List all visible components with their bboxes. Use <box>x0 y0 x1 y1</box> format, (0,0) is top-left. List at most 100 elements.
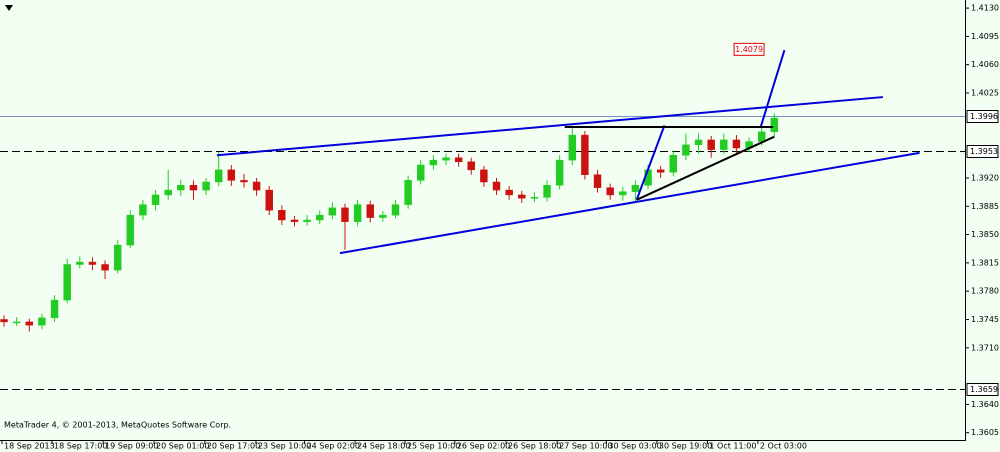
x-tick-label: 18 Sep 2013 <box>4 442 55 451</box>
x-tick-label: 30 Sep 03:00 <box>608 442 661 451</box>
candle-body <box>164 189 172 196</box>
candle-body <box>757 131 766 142</box>
candle-body <box>732 139 741 149</box>
candle-body <box>341 207 349 222</box>
candle-body <box>353 204 362 222</box>
x-tick-label: 27 Sep 10:00 <box>559 442 612 451</box>
x-tick-label: 24 Sep 18:00 <box>357 442 410 451</box>
x-tick-label: 2 Oct 03:00 <box>760 442 807 451</box>
candle-body <box>593 174 602 188</box>
candle-body <box>631 184 640 192</box>
candle-body <box>189 184 198 191</box>
candle-body <box>0 319 8 323</box>
x-tick-label: 19 Sep 09:00 <box>105 442 158 451</box>
candle-body <box>417 164 425 181</box>
trend-line <box>636 135 775 201</box>
candle-body <box>76 261 84 265</box>
y-tick-label: 1.3710 <box>971 343 999 352</box>
candle-body <box>316 214 324 221</box>
y-tick-label: 1.3850 <box>971 230 999 239</box>
candle-body <box>328 207 337 216</box>
candle-body <box>240 180 248 183</box>
menu-icon[interactable] <box>5 5 13 11</box>
x-tick-label: 26 Sep 02:00 <box>457 442 510 451</box>
candle-body <box>555 159 564 186</box>
y-tick-label: 1.3605 <box>971 428 999 437</box>
y-tick-label: 1.3780 <box>971 287 999 296</box>
watermark: MetaTrader 4, © 2001-2013, MetaQuotes So… <box>4 421 231 430</box>
trend-line <box>339 151 920 255</box>
candle-body <box>177 184 185 191</box>
candle-body <box>581 134 589 175</box>
candle-body <box>480 169 488 183</box>
y-tick-label: 1.4025 <box>971 89 999 98</box>
candle-body <box>265 189 273 211</box>
price-box <box>966 383 999 396</box>
candle-body <box>12 321 21 324</box>
candle-body <box>543 184 551 198</box>
candle-body <box>505 189 513 196</box>
candle-body <box>518 194 526 199</box>
y-tick-label: 1.3640 <box>971 400 999 409</box>
x-tick-label: 1 Oct 11:00 <box>709 442 756 451</box>
candle-body <box>467 161 475 171</box>
y-tick-label: 1.4095 <box>971 32 999 41</box>
candle-body <box>290 219 299 222</box>
candle-body <box>404 180 412 205</box>
x-tick-label: 20 Sep 17:00 <box>207 442 260 451</box>
candle-body <box>366 204 374 218</box>
candle-body <box>619 191 627 196</box>
y-tick-label: 1.4130 <box>971 4 999 13</box>
y-tick-label: 1.4060 <box>971 60 999 69</box>
price-label-box <box>733 42 765 56</box>
candle-body <box>656 169 665 173</box>
candle-body <box>568 134 577 161</box>
x-tick-label: 26 Sep 18:00 <box>508 442 561 451</box>
candle-body <box>492 181 501 191</box>
candle-body <box>214 169 223 183</box>
price-box <box>966 110 999 123</box>
candle-body <box>126 214 135 246</box>
candle-body <box>278 210 286 221</box>
candle-body <box>88 261 97 265</box>
candle-body <box>202 181 210 191</box>
x-tick-label: 24 Sep 02:00 <box>307 442 360 451</box>
candle-body <box>38 317 46 326</box>
y-tick-label: 1.3745 <box>971 315 999 324</box>
price-label: 1.4079 <box>735 45 763 54</box>
candle-body <box>770 117 779 133</box>
candle-body <box>442 157 450 161</box>
candle-body <box>50 299 59 319</box>
y-tick-label: 1.3920 <box>971 173 999 182</box>
candle-body <box>25 321 34 326</box>
candle-body <box>391 204 400 216</box>
candle-body <box>720 139 728 150</box>
candle-body <box>379 214 387 218</box>
x-tick-label: 30 Sep 19:00 <box>659 442 712 451</box>
candle-body <box>454 157 463 163</box>
candle-body <box>669 155 678 173</box>
x-tick-label: 25 Sep 10:00 <box>407 442 460 451</box>
candle-body <box>252 181 261 191</box>
candle-body <box>139 204 147 216</box>
candle-body <box>227 169 236 181</box>
trend-line <box>635 125 666 201</box>
price-box-label: 1.3953 <box>970 147 998 156</box>
x-tick-label: 18 Sep 17:00 <box>54 442 107 451</box>
trend-line <box>216 96 884 157</box>
candle-body <box>429 159 438 166</box>
price-box <box>966 145 999 158</box>
x-tick-label: 23 Sep 10:00 <box>258 442 311 451</box>
trend-line <box>759 49 786 129</box>
candle-body <box>151 194 160 205</box>
candle-body <box>682 144 690 156</box>
y-tick-label: 1.3885 <box>971 202 999 211</box>
y-tick-label: 1.3815 <box>971 258 999 267</box>
candle-body <box>606 187 614 196</box>
price-box-label: 1.3996 <box>970 112 998 121</box>
candle-body <box>707 139 715 150</box>
candle-body <box>113 244 122 271</box>
x-tick-label: 20 Sep 01:00 <box>156 442 209 451</box>
price-box-label: 1.3659 <box>970 385 998 394</box>
candle-body <box>303 219 311 222</box>
